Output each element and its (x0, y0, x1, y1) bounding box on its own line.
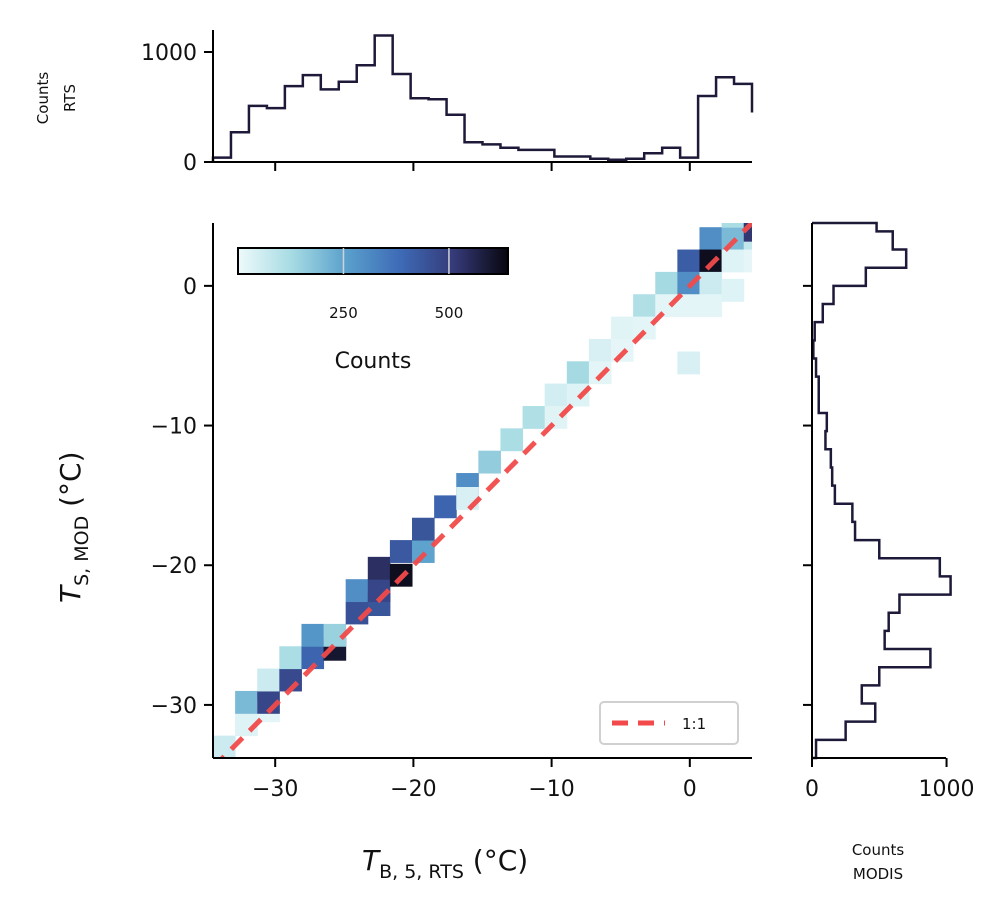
colorbar-ticks: 250 500 (329, 248, 463, 322)
x-tick-label: −20 (390, 777, 436, 802)
right-x-tick-label: 1000 (919, 777, 975, 802)
heatmap-cell (412, 517, 435, 541)
heatmap-cell (301, 646, 325, 670)
heatmap-cell (500, 428, 524, 452)
legend-label: 1:1 (682, 715, 706, 733)
y-tick-label: −20 (151, 554, 197, 579)
heatmap-cell (699, 249, 723, 273)
x-tick-label: 0 (683, 777, 697, 802)
right-histogram-xlabel-line1: Counts (852, 841, 905, 859)
colorbar-label: Counts (335, 349, 412, 374)
heatmap-cell (412, 540, 435, 563)
y-tick-label: −10 (151, 415, 197, 440)
y-axis-label-unit: (°C) (54, 451, 87, 515)
heatmap-cell (301, 623, 325, 647)
heatmap-cell (611, 316, 634, 340)
heatmap-cell (588, 338, 612, 362)
heatmap-cell (677, 249, 700, 273)
top-y-tick-label: 0 (183, 151, 197, 176)
heatmap-cell (743, 249, 752, 273)
heatmap-cell (677, 351, 700, 375)
x-tick-label: −30 (252, 777, 298, 802)
heatmap-cell (721, 223, 745, 228)
heatmap-cell (522, 405, 546, 429)
heatmap-cell (633, 316, 656, 340)
x-axis-label-symbol: T (362, 844, 381, 877)
y-axis-label-symbol: T (54, 584, 87, 603)
x-axis-label: TB, 5, RTS (°C) (362, 844, 528, 883)
heatmap-cell (611, 338, 634, 362)
heatmap-cell (478, 450, 501, 474)
heatmap-cell (633, 294, 656, 318)
legend-box (599, 701, 739, 745)
heatmap-cell (389, 540, 413, 563)
heatmap-cell (235, 690, 258, 714)
heatmap-cell (566, 361, 590, 385)
right-x-tick-label: 0 (805, 777, 819, 802)
top-histogram: 0 1000 Counts RTS (34, 30, 754, 176)
heatmap-cell (699, 227, 723, 251)
top-histogram-step (211, 34, 754, 162)
top-histogram-ylabel-line1: Counts (34, 72, 52, 125)
legend[interactable]: 1:1 (599, 701, 739, 745)
heatmap-cell (677, 294, 700, 318)
colorbar: 250 500 Counts (237, 247, 509, 374)
heatmap-cell (323, 623, 347, 647)
x-axis-label-subscript: B, 5, RTS (379, 861, 464, 883)
heatmap-cell (257, 668, 280, 692)
heatmap-cell (434, 495, 457, 519)
y-axis-label: TS, MOD (°C) (54, 451, 93, 603)
heatmap-cell (345, 579, 369, 603)
heatmap-cell (743, 223, 752, 242)
heatmap-cell (279, 646, 302, 670)
y-axis-label-subscript: S, MOD (71, 516, 93, 586)
heatmap-cell (655, 294, 678, 318)
main-axes: −30 −20 −10 0 −30 −20 −10 0 (151, 223, 752, 802)
heatmap-cell (588, 361, 612, 385)
top-histogram-bars (211, 34, 754, 162)
top-histogram-ylabel-line2: RTS (61, 84, 79, 112)
heatmap-cell (566, 383, 590, 407)
right-histogram-bars (812, 221, 952, 760)
right-histogram-step (812, 221, 952, 760)
heatmap-cell (699, 271, 723, 295)
y-tick-label: 0 (183, 275, 197, 300)
right-histogram-axes: 0 1000 (803, 223, 975, 802)
heatmap-cell (655, 271, 678, 295)
heatmap-cell (677, 271, 700, 295)
colorbar-gradient (237, 247, 509, 275)
heatmap-cells (213, 223, 752, 758)
heatmap-cell (544, 405, 568, 429)
heatmap-cell (721, 249, 745, 273)
top-y-tick-label: 1000 (141, 41, 197, 66)
x-tick-label: −10 (528, 777, 574, 802)
main-heatmap: −30 −20 −10 0−30−20−100 TB, 5, RTS (°C) TS,… (54, 223, 752, 883)
heatmap-cell (456, 487, 479, 510)
heatmap-cell (721, 278, 745, 302)
top-histogram-axes: 0 1000 (141, 30, 752, 176)
one-to-one-line (219, 223, 752, 758)
colorbar-tick-label: 500 (435, 304, 464, 322)
y-tick-label: −30 (151, 694, 197, 719)
colorbar-tick-label: 250 (329, 304, 358, 322)
right-histogram: 0 1000 Counts MODIS (803, 221, 975, 883)
heatmap-cell (367, 556, 391, 580)
heatmap-cell (544, 383, 568, 407)
heatmap-cell (699, 294, 723, 318)
x-axis-label-unit: (°C) (464, 844, 528, 877)
right-histogram-xlabel-line2: MODIS (853, 865, 903, 883)
heatmap-cell (721, 227, 745, 251)
heatmap-cell (213, 735, 236, 758)
